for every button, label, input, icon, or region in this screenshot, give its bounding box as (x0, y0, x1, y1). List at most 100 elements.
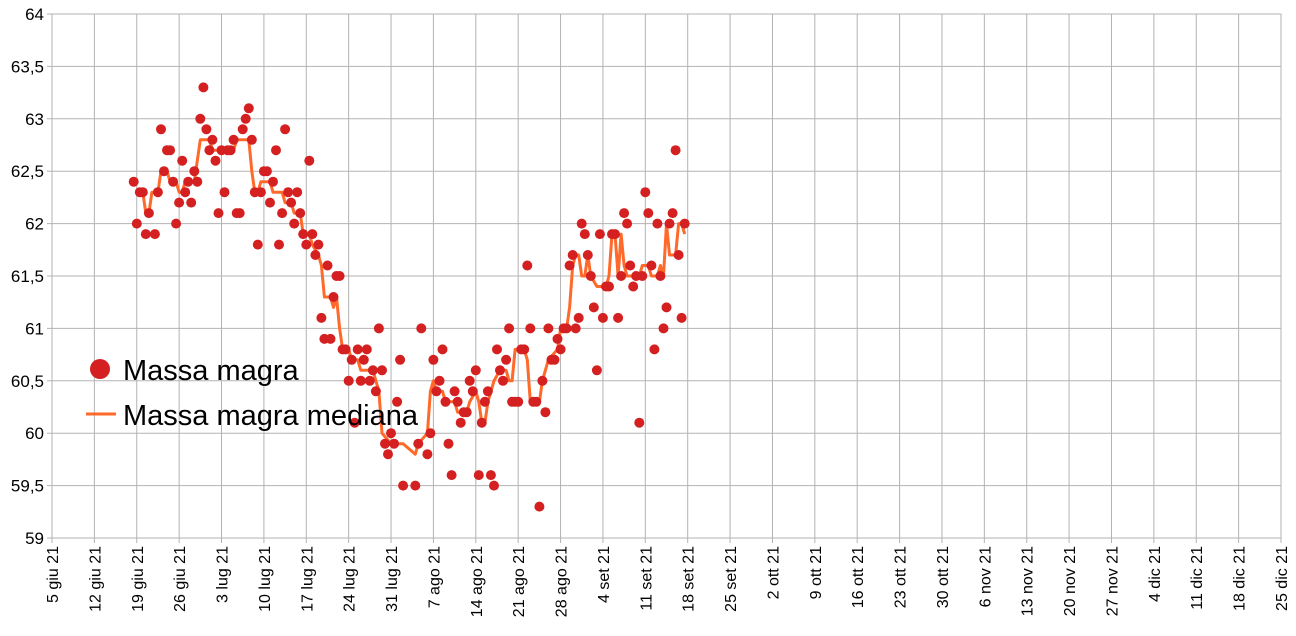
y-tick-label: 60,5 (11, 372, 44, 391)
chart-grid (51, 13, 1282, 539)
data-point (313, 239, 324, 250)
y-tick-label: 63 (25, 110, 44, 129)
x-tick-label: 25 set 21 (723, 546, 740, 612)
data-point (328, 292, 339, 302)
data-point (573, 312, 584, 323)
x-tick-label: 16 ott 21 (850, 546, 867, 608)
data-point (498, 375, 508, 386)
data-point (519, 344, 530, 355)
data-point (585, 271, 596, 281)
y-tick-label: 59,5 (11, 477, 44, 496)
data-point (604, 281, 614, 292)
data-point (622, 218, 633, 229)
y-axis-tick-labels: 59 59,5 60 60,5 61 61,5 62 62,5 63 63,5 64 (11, 5, 44, 548)
data-point (543, 323, 554, 334)
data-point (452, 396, 463, 407)
data-point (634, 417, 645, 428)
data-point (479, 396, 490, 407)
data-point (455, 417, 466, 428)
data-point (637, 271, 648, 281)
data-point (304, 155, 315, 166)
data-point (219, 187, 230, 198)
data-point (210, 155, 221, 166)
data-point (274, 239, 284, 250)
data-point (228, 134, 239, 145)
x-tick-label: 11 dic 21 (1189, 546, 1206, 610)
y-tick-label: 60 (25, 424, 44, 443)
data-point (485, 470, 496, 481)
data-point (398, 480, 409, 491)
x-tick-label: 23 ott 21 (893, 546, 910, 608)
data-point (492, 344, 502, 355)
x-tick-label: 13 nov 21 (1020, 546, 1037, 616)
data-point (168, 176, 179, 187)
data-point (643, 208, 654, 219)
data-point (346, 354, 357, 365)
data-point (661, 302, 672, 313)
data-point (476, 417, 487, 428)
data-point (370, 386, 381, 397)
data-point (180, 187, 191, 198)
data-point (192, 176, 203, 187)
data-point (591, 365, 602, 376)
data-point (358, 354, 369, 365)
data-point (159, 166, 169, 177)
data-point (322, 260, 333, 271)
data-point (667, 208, 678, 219)
data-point (177, 155, 188, 166)
data-point (619, 208, 630, 219)
data-point (461, 407, 472, 418)
data-point (395, 354, 406, 365)
data-point (425, 428, 436, 439)
data-point (549, 354, 560, 365)
chart-legend: Massa magra Massa magra mediana (86, 355, 419, 432)
data-point (676, 312, 687, 323)
data-point (482, 386, 493, 397)
data-point (240, 113, 251, 124)
x-tick-label: 18 set 21 (681, 546, 698, 612)
data-point (307, 229, 318, 240)
data-point (361, 344, 372, 355)
legend-label-points: Massa magra (123, 355, 300, 387)
y-tick-label: 62 (25, 215, 44, 234)
data-point (301, 239, 312, 250)
data-point (649, 344, 660, 355)
data-point (243, 103, 254, 114)
data-point (265, 197, 275, 208)
data-point (189, 166, 200, 177)
data-point (352, 344, 363, 355)
data-point (355, 375, 366, 386)
data-point (646, 260, 657, 271)
data-point (564, 260, 575, 271)
data-point (594, 229, 605, 240)
data-point (349, 417, 360, 428)
data-point (334, 271, 345, 281)
data-point (664, 218, 675, 229)
data-point (628, 281, 639, 292)
median-line-series (136, 138, 687, 456)
data-point (237, 124, 248, 135)
data-point (283, 187, 294, 198)
x-axis-tick-labels: 5 giu 21 12 giu 21 19 giu 21 26 giu 21 3 lug… (45, 546, 1291, 617)
x-tick-label: 11 set 21 (638, 546, 655, 611)
x-tick-label: 24 lug 21 (342, 546, 359, 612)
data-point (501, 354, 512, 365)
median-line (136, 138, 687, 456)
x-tick-label: 19 giu 21 (130, 546, 147, 612)
x-tick-label: 4 dic 21 (1147, 546, 1164, 602)
data-point (579, 229, 590, 240)
data-point (165, 145, 176, 156)
x-tick-label: 9 ott 21 (808, 546, 825, 599)
data-point (495, 365, 505, 376)
data-point (582, 250, 593, 260)
chart-axes (47, 13, 1282, 543)
x-tick-label: 31 lug 21 (384, 546, 401, 612)
data-point (198, 82, 209, 93)
x-tick-label: 12 giu 21 (87, 546, 104, 612)
data-point (504, 323, 515, 334)
data-point (531, 396, 542, 407)
data-point (186, 197, 197, 208)
legend-marker-points (90, 359, 110, 379)
y-tick-label: 61,5 (11, 267, 44, 286)
